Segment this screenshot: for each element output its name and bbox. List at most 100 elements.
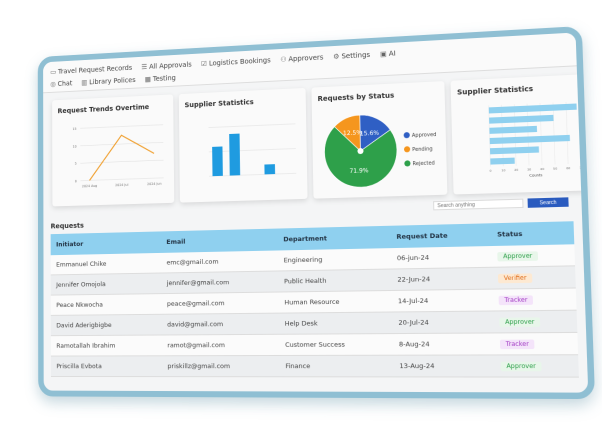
table-row[interactable]: David Aderigbigbe david@gmail.com Help Des…: [50, 310, 578, 336]
bar: [489, 134, 570, 145]
x-tick-label: 40: [540, 167, 544, 171]
status-badge: Tracker: [498, 295, 534, 306]
table-cell: emc@gmail.com: [160, 250, 278, 274]
pie-chart: 15.6% 71.9% 12.5% Approved Pending Rejected: [318, 97, 437, 192]
users-icon: ⚇: [280, 55, 287, 64]
nav-tab-label: Chat: [57, 79, 73, 88]
nav-tab[interactable]: ⚇ Approvers: [280, 53, 323, 63]
gridline: [566, 102, 568, 164]
x-tick-label: 70: [579, 165, 583, 169]
nav-tab-label: Logistics Bookings: [208, 55, 271, 68]
x-tick-label: 2024 Aug: [82, 184, 97, 188]
x-tick-label: 30: [527, 167, 531, 171]
nav-tab[interactable]: ▣ AI: [380, 49, 396, 58]
legend-swatch: [404, 160, 411, 167]
ai-icon: ▣: [380, 49, 387, 58]
table-cell: David Aderigbigbe: [50, 314, 162, 336]
table-cell: 13-Aug-24: [393, 354, 495, 378]
column-header[interactable]: Email: [160, 228, 278, 253]
nav-tab[interactable]: ▦ Testing: [145, 74, 176, 83]
table-cell: peace@gmail.com: [161, 292, 279, 315]
gridline: [80, 160, 163, 163]
x-tick-label: 2024 Jun: [147, 182, 161, 186]
search-input[interactable]: [433, 198, 524, 211]
gridline: [553, 102, 555, 164]
requests-by-status-card: Requests by Status 15.6% 71.9% 12.5% Approve…: [311, 81, 448, 199]
chat-icon: ◎: [50, 79, 56, 88]
y-tick-label: 5: [75, 162, 77, 166]
bar: [489, 125, 538, 134]
table-cell: jennifer@gmail.com: [161, 270, 279, 294]
bar: [489, 114, 554, 124]
app-window: ▭ Travel Request Records ☰ All Approvals ☑ Lo…: [37, 25, 596, 400]
bar: [264, 164, 276, 175]
gridline: [80, 125, 163, 129]
requests-table: Initiator Email Department Request Date Stat…: [50, 221, 579, 378]
nav-tab-label: AI: [388, 49, 396, 58]
x-tick-label: 50: [553, 166, 557, 170]
slice-label: 71.9%: [349, 168, 369, 175]
nav-tab[interactable]: ◎ Chat: [50, 79, 72, 88]
table-cell: Jennifer Omojola: [50, 273, 162, 296]
table-cell: Priscilla Evbota: [50, 355, 162, 377]
pie-slice: [360, 114, 391, 151]
supplier-stats-card: Supplier Statistics: [178, 87, 308, 203]
pie-center: [357, 147, 364, 155]
search-button[interactable]: Search: [527, 197, 569, 208]
y-tick-label: 0: [75, 179, 77, 183]
request-trends-card: Request Trends Overtime 0 5 10 15 2024 Aug 202…: [52, 94, 175, 207]
bar: [489, 146, 540, 155]
column-header[interactable]: Department: [277, 225, 391, 251]
gridline: [208, 124, 295, 128]
pie-slice: [334, 115, 360, 152]
table-icon: ▦: [144, 74, 152, 83]
table-cell: Customer Success: [278, 333, 394, 356]
briefcase-icon: ▭: [50, 67, 57, 76]
column-header[interactable]: Request Date: [390, 223, 492, 249]
table-cell: Help Desk: [278, 311, 393, 335]
bar: [212, 146, 223, 177]
x-tick-label: 10: [501, 168, 505, 172]
status-badge: Approver: [500, 361, 542, 372]
table-cell: priskillz@gmail.com: [161, 355, 280, 377]
column-header[interactable]: Status: [490, 221, 575, 247]
x-tick-label: 60: [566, 166, 570, 170]
gridline: [527, 104, 529, 166]
nav-tab-label: Library Polices: [89, 75, 136, 86]
bar-chart: [185, 104, 302, 197]
slice-label: 12.5%: [343, 131, 363, 138]
line-chart: 0 5 10 15 2024 Aug 2024 Jul 2024 Jun: [73, 110, 169, 188]
gridline: [579, 101, 581, 163]
nav-tab[interactable]: ☰ All Approvals: [141, 60, 191, 70]
nav-tab[interactable]: ⚙ Settings: [333, 50, 370, 60]
table-cell: 22-Jun-24: [391, 267, 493, 291]
hbar-chart: 0 10 20 30 40 50 60 70 Counts: [457, 91, 584, 178]
x-tick-label: 20: [514, 168, 518, 172]
table-row[interactable]: Ramotallah Ibrahim ramot@gmail.com Custome…: [50, 332, 579, 357]
table-cell: 20-Jul-24: [392, 310, 494, 334]
bar: [229, 133, 241, 176]
gridline: [489, 105, 491, 166]
table-cell: 8-Aug-24: [392, 332, 495, 356]
table-cell: Human Resource: [278, 290, 393, 314]
table-cell: Emmanuel Chike: [50, 252, 162, 275]
nav-tab[interactable]: ▥ Library Polices: [81, 76, 135, 86]
table-cell: 14-Jul-24: [391, 289, 493, 312]
nav-tab-label: All Approvals: [149, 60, 192, 71]
table-row[interactable]: Priscilla Evbota priskillz@gmail.com Finan…: [50, 354, 579, 378]
table-cell: 06-jun-24: [390, 246, 492, 270]
slice-label: 15.6%: [360, 131, 380, 138]
status-badge: Tracker: [500, 339, 535, 350]
line-series: [89, 134, 154, 180]
legend-label: Rejected: [412, 160, 434, 167]
gridline: [80, 142, 163, 145]
legend-label: Pending: [412, 146, 433, 153]
table-cell: david@gmail.com: [161, 313, 279, 336]
column-header[interactable]: Initiator: [50, 231, 161, 256]
status-badge: Verifier: [498, 273, 533, 284]
legend-swatch: [403, 146, 411, 153]
pie-slice: [324, 124, 398, 188]
list-icon: ☰: [141, 62, 148, 71]
table-cell: Public Health: [277, 269, 392, 293]
gridline: [540, 103, 542, 165]
